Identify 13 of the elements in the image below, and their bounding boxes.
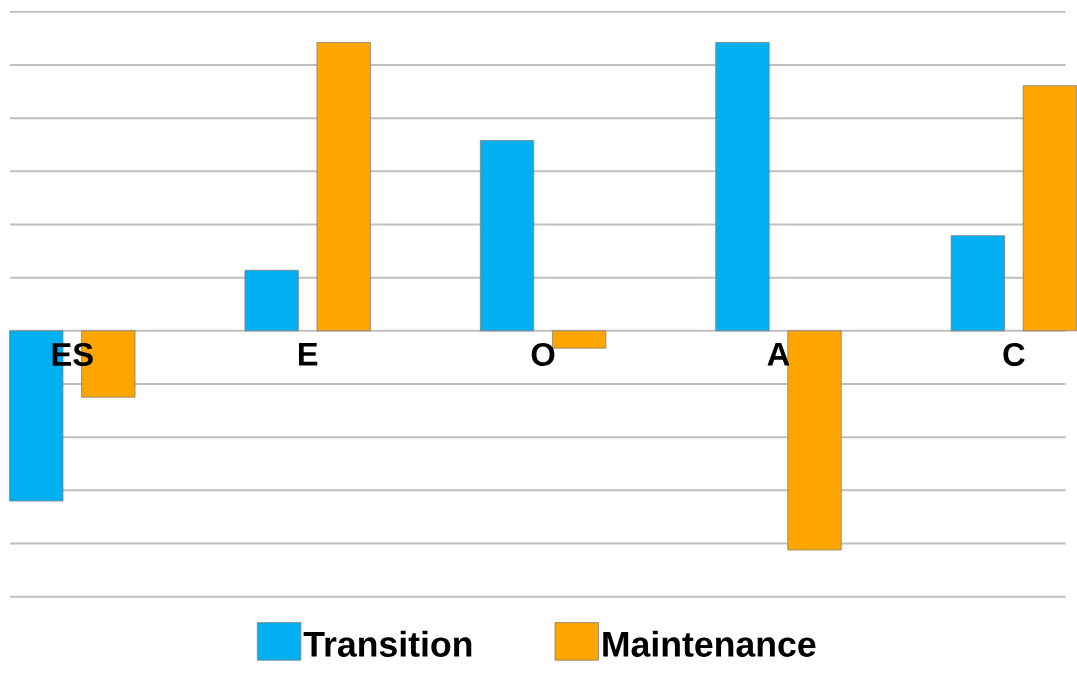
bar xyxy=(244,269,299,332)
bar xyxy=(1022,85,1077,332)
x-tick-label: ES xyxy=(52,342,93,367)
x-tick-label: O xyxy=(531,342,555,367)
bar xyxy=(950,235,1005,332)
x-tick-label: C xyxy=(1003,342,1025,367)
legend-label: Maintenance xyxy=(603,630,816,657)
legend-label: Transition xyxy=(303,630,472,657)
bar xyxy=(787,330,842,551)
bar xyxy=(479,140,535,332)
bar xyxy=(316,42,371,332)
bar xyxy=(715,42,770,332)
x-tick-label: E xyxy=(298,342,318,366)
